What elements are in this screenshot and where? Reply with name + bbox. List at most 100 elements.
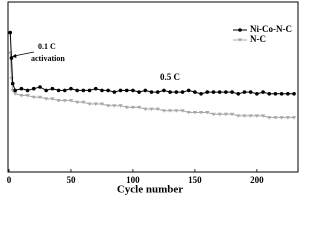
plot-frame — [7, 1, 299, 173]
marker — [217, 112, 222, 117]
legend-label: Ni-Co-N-C — [250, 24, 292, 34]
marker — [211, 90, 216, 94]
marker — [161, 109, 167, 113]
marker — [248, 90, 253, 94]
marker — [62, 99, 67, 103]
marker — [155, 107, 160, 112]
marker — [38, 85, 42, 89]
marker — [93, 86, 98, 91]
marker — [186, 88, 191, 93]
marker — [50, 97, 55, 101]
marker — [19, 86, 24, 91]
marker — [192, 111, 198, 115]
marker — [112, 90, 117, 94]
marker — [162, 88, 166, 93]
annotation: 0.1 C — [38, 42, 56, 51]
marker — [242, 90, 247, 94]
marker — [112, 104, 117, 108]
x-tick-label: 50 — [66, 175, 76, 185]
legend-marker — [237, 38, 243, 42]
marker — [168, 90, 172, 94]
marker — [118, 88, 123, 93]
marker — [291, 116, 297, 120]
annotation: activation — [31, 54, 65, 63]
marker — [186, 111, 191, 115]
marker — [25, 88, 30, 93]
marker — [37, 95, 43, 100]
marker — [10, 81, 15, 86]
marker — [292, 92, 296, 96]
marker — [143, 107, 148, 112]
marker — [136, 105, 142, 110]
marker — [267, 116, 272, 120]
marker — [44, 88, 48, 93]
marker — [131, 88, 135, 93]
marker — [267, 92, 272, 96]
x-tick-label: 0 — [7, 175, 12, 185]
marker — [242, 114, 247, 118]
marker — [254, 114, 260, 118]
marker — [105, 104, 111, 108]
marker — [230, 90, 234, 94]
marker — [43, 97, 49, 101]
marker — [255, 92, 259, 96]
marker — [124, 88, 129, 93]
marker — [93, 102, 98, 106]
marker — [199, 92, 203, 96]
marker — [286, 92, 290, 96]
marker — [75, 88, 79, 93]
arrow-head — [12, 54, 17, 58]
marker — [62, 88, 67, 93]
marker — [81, 88, 86, 93]
marker — [87, 88, 92, 93]
marker — [69, 86, 73, 91]
legend-label: N-C — [250, 34, 266, 44]
marker — [223, 112, 229, 117]
annotation: 0.5 C — [160, 72, 180, 82]
marker — [100, 88, 104, 93]
marker — [217, 90, 222, 94]
marker — [180, 90, 185, 94]
marker — [260, 114, 266, 118]
marker — [149, 107, 154, 112]
marker — [118, 104, 123, 108]
marker — [261, 90, 265, 94]
marker — [279, 116, 284, 120]
marker — [273, 116, 278, 120]
marker — [81, 100, 86, 105]
marker — [74, 100, 80, 105]
marker — [248, 114, 253, 118]
legend-marker — [238, 28, 242, 32]
marker — [12, 92, 18, 96]
marker — [13, 88, 17, 93]
marker — [285, 116, 291, 120]
marker — [106, 88, 110, 93]
marker — [8, 30, 13, 35]
marker — [68, 99, 74, 103]
marker — [137, 90, 141, 94]
x-tick-label: 100 — [126, 175, 140, 185]
x-tick-label: 150 — [188, 175, 202, 185]
marker — [155, 90, 160, 94]
marker — [174, 90, 179, 94]
marker — [9, 56, 14, 60]
x-tick-label: 200 — [250, 175, 264, 185]
marker — [180, 109, 185, 113]
marker — [198, 111, 204, 115]
marker — [205, 111, 210, 115]
marker — [56, 88, 61, 93]
marker — [236, 92, 241, 96]
marker — [193, 90, 197, 94]
annotation-arrow — [13, 51, 35, 57]
marker — [50, 86, 55, 91]
marker — [87, 102, 92, 106]
marker — [56, 99, 61, 103]
marker — [143, 88, 148, 93]
marker — [31, 95, 36, 100]
marker — [211, 112, 216, 117]
marker — [99, 102, 105, 106]
marker — [174, 109, 179, 113]
marker — [229, 112, 235, 117]
marker — [25, 94, 30, 98]
marker — [273, 92, 278, 96]
